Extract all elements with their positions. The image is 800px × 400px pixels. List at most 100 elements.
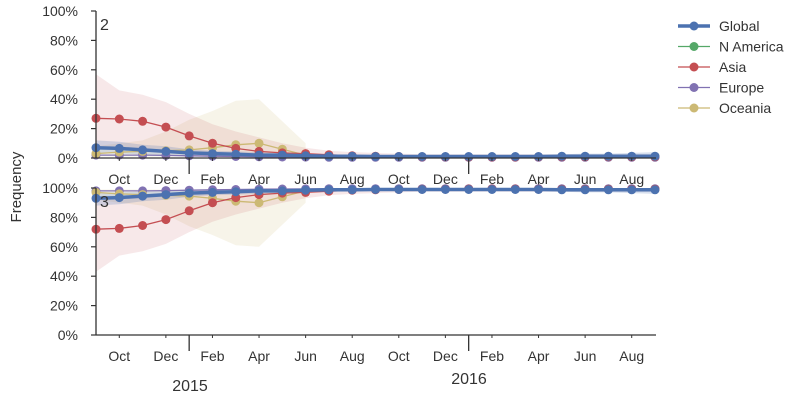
panel-1-global-point [114, 143, 124, 153]
x-year-label: 2016 [451, 371, 487, 388]
panel-2-global-point [114, 193, 124, 203]
panel-2-label: 3 [100, 194, 109, 211]
panel-1-global-point [440, 152, 450, 161]
legend-europe-label: Europe [719, 80, 764, 96]
panel-2-y-tick-label: 40% [50, 268, 78, 284]
panel-1-global-point [487, 152, 497, 161]
panel-1-asia-point [138, 116, 148, 126]
panel-2-global-point [347, 185, 357, 195]
panel-2-oceania-line [95, 190, 306, 204]
panel-1-asia-point [161, 122, 171, 132]
panel-1-asia-point [208, 138, 217, 148]
panel-1-y-tick-label: 60% [50, 62, 78, 78]
x-year-label: 2015 [172, 378, 208, 395]
legend-asia-marker [689, 62, 699, 72]
panel-1-global-point [603, 151, 613, 161]
panel-2-x-tick-label: Oct [108, 348, 130, 364]
panel-1-x-tick-label: Aug [619, 171, 644, 187]
legend-oceania-marker [689, 103, 699, 113]
y-axis-label: Frequency [8, 151, 25, 222]
legend-asia-label: Asia [719, 59, 746, 75]
panel-1-global-point [534, 152, 543, 161]
panel-1-global-point [371, 152, 380, 161]
panel-2-global-point [161, 190, 171, 200]
panel-2-global-point [231, 187, 241, 197]
panel-1-global-point [394, 152, 404, 161]
panel-1-asia-point [114, 114, 124, 124]
panel-1-y-tick-label: 100% [42, 3, 78, 19]
panel-1-global-point [557, 151, 567, 161]
panel-2-x-tick-label: Oct [388, 348, 410, 364]
legend-europe-marker [689, 83, 699, 92]
panel-2-global-point [394, 185, 404, 194]
panel-1-x-tick-label: Oct [108, 171, 130, 187]
panel-1-global-point [324, 151, 334, 161]
panel-2-oceania-point [254, 198, 264, 208]
panel-2-y-tick-label: 80% [50, 209, 78, 225]
panel-2-asia-confidence-band [96, 188, 655, 272]
panel-2-x-tick-label: Feb [480, 348, 504, 364]
panel-2-global-point [557, 185, 567, 195]
panel-2-x-tick-label: Apr [528, 348, 550, 364]
panel-1-asia-point [184, 131, 194, 141]
panel-2-global-point [417, 185, 427, 194]
panel-1-global-point [510, 152, 520, 161]
panel-2-x-tick-label: Aug [340, 348, 365, 364]
panel-2-asia-point [161, 215, 171, 225]
panel-1-x-tick-label: Apr [528, 171, 550, 187]
panel-2-asia-point [114, 223, 124, 233]
panel-2-global-point [603, 185, 613, 195]
panel-2-y-tick-label: 60% [50, 239, 78, 255]
panel-1-x-tick-label: Dec [433, 171, 458, 187]
panel-2-global-point [534, 185, 543, 194]
panel-1-global-point [417, 152, 427, 161]
panel-2-x-tick-label: Apr [248, 348, 270, 364]
panel-1-x-tick-label: Feb [200, 171, 224, 187]
panel-2-y-tick-label: 20% [50, 298, 78, 314]
panel-1-global-point [208, 149, 217, 159]
panel-1-x-tick-label: Jun [294, 171, 317, 187]
panel-2-global-point [580, 185, 590, 195]
panel-2-global-point [254, 186, 264, 196]
panel-2-global-point [208, 187, 217, 197]
panel-1-oceania-confidence-band [96, 99, 306, 158]
panel-2-x-tick-label: Jun [574, 348, 597, 364]
panel-2-global-point [324, 185, 334, 195]
panel-2-global-point [440, 185, 450, 194]
panel-2-global-point [138, 191, 148, 201]
panel-2-asia-point [138, 221, 148, 230]
panel-1-asia-confidence-band [96, 74, 655, 158]
panel-2-global-point [510, 185, 520, 194]
legend-global-label: Global [719, 18, 759, 34]
panel-1-global-point [231, 149, 241, 159]
legend-n-america-marker [689, 42, 699, 51]
panel-1-global-point [464, 152, 474, 161]
panel-1-global-point [184, 148, 194, 158]
panel-2-global-point [464, 185, 474, 194]
panel-2-global-point [650, 185, 660, 195]
panel-1-x-tick-label: Aug [340, 171, 365, 187]
panel-2-x-tick-label: Feb [200, 348, 224, 364]
panel-1-y-tick-label: 80% [50, 32, 78, 48]
panel-2-asia-point [208, 198, 217, 208]
panel-1-x-tick-label: Jun [574, 171, 597, 187]
panel-1-x-tick-label: Feb [480, 171, 504, 187]
panel-2-x-tick-label: Aug [619, 348, 644, 364]
panel-1-label: 2 [100, 17, 109, 34]
panel-2-global-point [487, 185, 497, 194]
panel-2-x-tick-label: Dec [433, 348, 458, 364]
panel-2-global-point [301, 185, 311, 195]
legend-global-marker [689, 21, 699, 31]
panel-2-oceania-confidence-band [96, 188, 306, 247]
panel-2-y-tick-label: 100% [42, 180, 78, 196]
legend-oceania-label: Oceania [719, 100, 771, 116]
panel-1-y-tick-label: 40% [50, 91, 78, 107]
panel-1-global-point [650, 151, 660, 161]
panel-2-x-tick-label: Jun [294, 348, 317, 364]
panel-2-global-point [277, 186, 287, 196]
panel-2-global-point [371, 185, 380, 194]
panel-1-oceania-point [254, 138, 264, 148]
panel-2-global-point [627, 185, 637, 195]
panel-2-x-tick-label: Dec [153, 348, 178, 364]
